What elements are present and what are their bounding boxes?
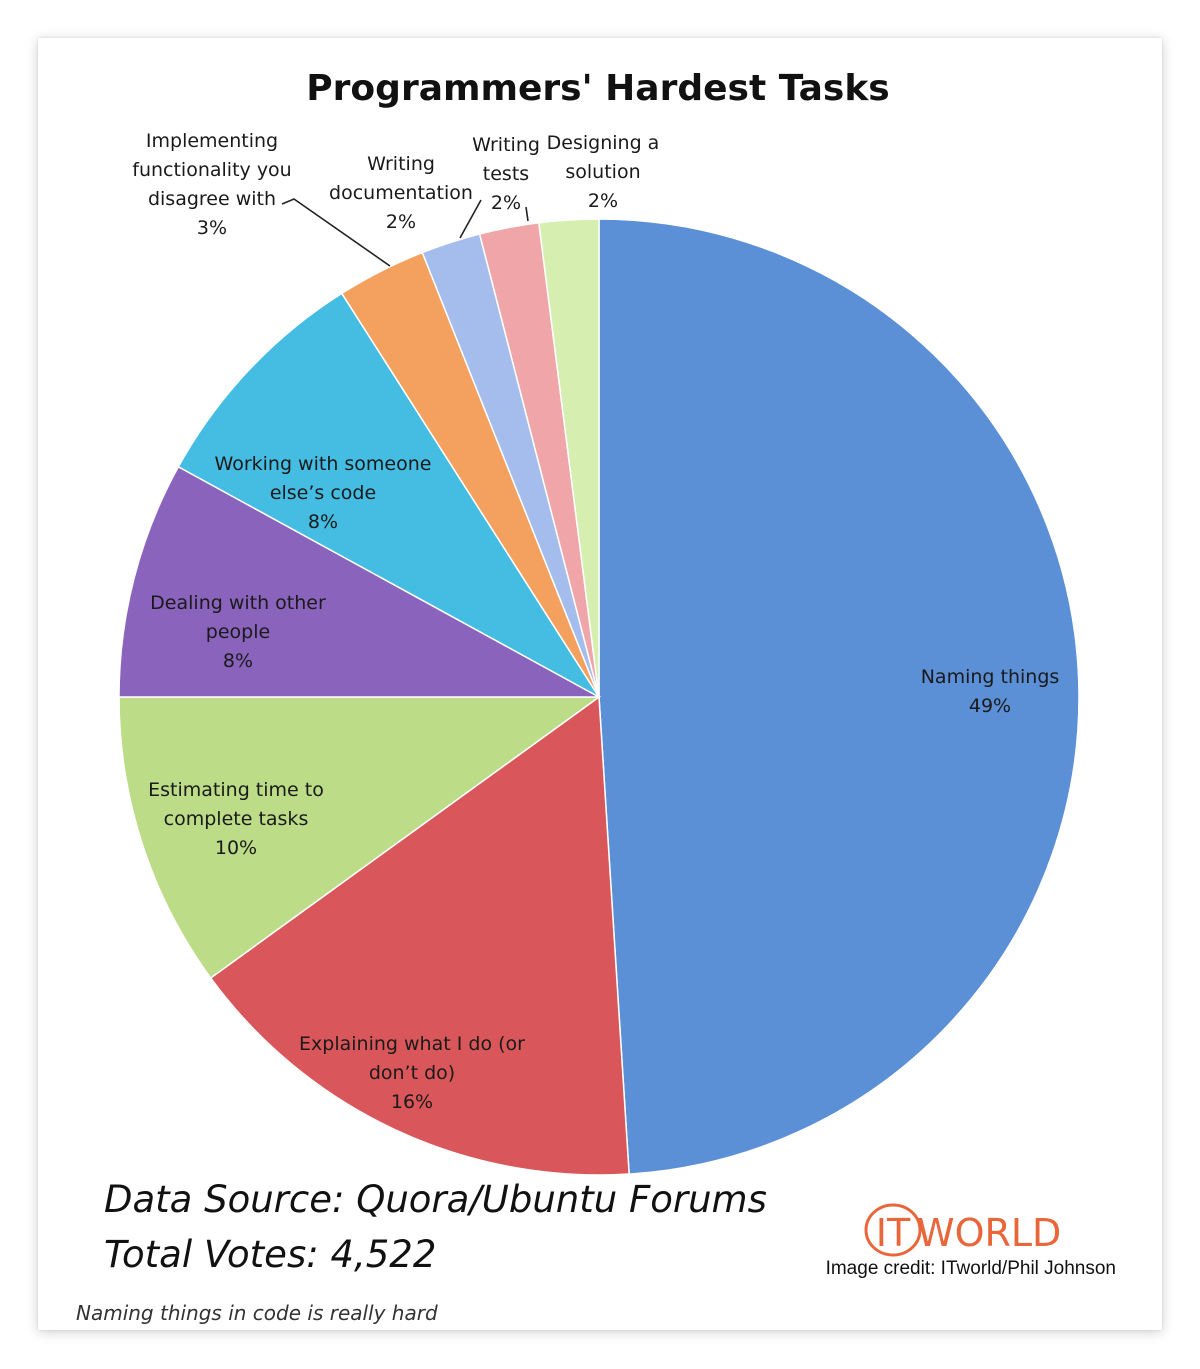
slice-label-4: Dealing with other people 8%: [150, 592, 326, 672]
leader-line-7: [459, 199, 482, 239]
leader-line-6: [281, 198, 391, 267]
slice-label-8: Writing tests 2%: [472, 134, 540, 214]
slice-label-2: Explaining what I do (or don’t do) 16%: [299, 1033, 525, 1113]
slice-label-1: Naming things 49%: [921, 666, 1060, 717]
logo-world: WORLD: [917, 1211, 1061, 1255]
slice-label-5: Working with someone else’s code 8%: [215, 453, 432, 533]
total-votes-text: Total Votes: 4,522: [104, 1233, 436, 1276]
itworld-logo: IT WORLD: [864, 1203, 1061, 1257]
figure-caption: Naming things in code is really hard: [76, 1301, 438, 1325]
slice-label-6: Implementing functionality you disagree wi…: [132, 130, 291, 239]
pie-slice-2: [209, 695, 630, 1176]
data-source-text: Data Source: Quora/Ubuntu Forums: [104, 1178, 767, 1221]
image-credit: Image credit: ITworld/Phil Johnson: [826, 1258, 1116, 1279]
pie-slice-3: [118, 696, 602, 980]
pie-slice-4: [118, 465, 600, 698]
logo-it: IT: [876, 1211, 911, 1255]
slice-label-7: Writing documentation 2%: [329, 153, 473, 233]
pie-slice-9: [538, 218, 600, 698]
slice-label-9: Designing a solution 2%: [547, 132, 660, 212]
pie-slice-5: [177, 292, 600, 698]
leader-line-8: [525, 206, 529, 222]
pie-slice-1: [598, 218, 1080, 1175]
chart-title: Programmers' Hardest Tasks: [306, 68, 889, 109]
slice-label-3: Estimating time to complete tasks 10%: [148, 779, 324, 859]
